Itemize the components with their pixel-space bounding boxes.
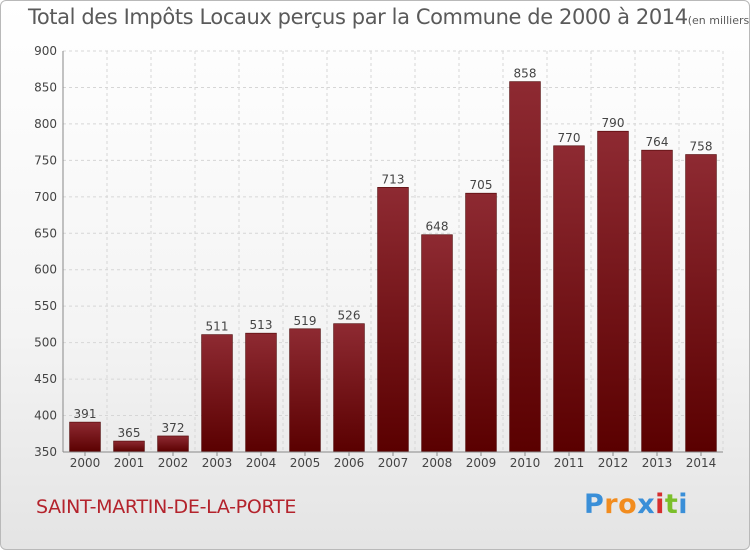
x-tick-label: 2006 — [334, 456, 365, 470]
x-tick-label: 2014 — [686, 456, 717, 470]
logo-letter: t — [664, 489, 679, 520]
bar — [685, 154, 717, 453]
data-label: 705 — [470, 178, 493, 192]
x-tick-label: 2005 — [290, 456, 321, 470]
y-tick-label: 350 — [34, 445, 57, 459]
x-tick-label: 2010 — [510, 456, 541, 470]
data-label: 372 — [162, 421, 185, 435]
x-tick-label: 2003 — [202, 456, 233, 470]
y-tick-label: 900 — [34, 44, 57, 58]
commune-name: SAINT-MARTIN-DE-LA-PORTE — [36, 496, 297, 518]
bar — [289, 328, 321, 453]
data-label: 790 — [602, 116, 625, 130]
x-tick-label: 2009 — [466, 456, 497, 470]
chart-title-row: Total des Impôts Locaux perçus par la Co… — [28, 5, 750, 29]
logo-letter: r — [604, 489, 619, 520]
data-label: 713 — [382, 172, 405, 186]
data-label: 526 — [338, 309, 361, 323]
y-tick-label: 700 — [34, 190, 57, 204]
chart-unit-note: (en milliers d'€) — [687, 14, 750, 27]
bar — [333, 323, 365, 453]
chart-title: Total des Impôts Locaux perçus par la Co… — [28, 5, 688, 29]
y-tick-label: 650 — [34, 226, 57, 240]
data-label: 391 — [74, 407, 97, 421]
data-label: 648 — [426, 220, 449, 234]
x-tick-label: 2008 — [422, 456, 453, 470]
x-tick-label: 2013 — [642, 456, 673, 470]
bar — [465, 192, 497, 453]
x-tick-label: 2002 — [158, 456, 189, 470]
logo-letter: i — [678, 489, 689, 520]
y-tick-label: 750 — [34, 153, 57, 167]
data-label: 770 — [558, 131, 581, 145]
logo-letter: i — [655, 489, 665, 520]
x-tick-label: 2007 — [378, 456, 409, 470]
y-tick-label: 450 — [34, 372, 57, 386]
x-tick-label: 2004 — [246, 456, 277, 470]
bar — [509, 81, 541, 453]
data-label: 764 — [646, 135, 669, 149]
bar — [377, 187, 409, 453]
y-tick-label: 850 — [34, 80, 57, 94]
x-tick-label: 2001 — [114, 456, 145, 470]
y-tick-label: 550 — [34, 299, 57, 313]
data-label: 858 — [514, 67, 537, 81]
data-label: 511 — [206, 320, 229, 334]
x-tick-label: 2012 — [598, 456, 629, 470]
bar — [113, 440, 145, 453]
y-tick-label: 500 — [34, 336, 57, 350]
bar — [553, 145, 585, 453]
data-label: 519 — [294, 314, 317, 328]
y-tick-label: 600 — [34, 263, 57, 277]
x-tick-label: 2011 — [554, 456, 585, 470]
y-tick-label: 400 — [34, 409, 57, 423]
bar — [641, 149, 673, 453]
bar — [597, 130, 629, 453]
proxiti-logo: Proxiti — [584, 489, 688, 520]
logo-letter: o — [618, 489, 638, 520]
bar — [157, 435, 189, 453]
data-label: 365 — [118, 426, 141, 440]
bar — [421, 234, 453, 453]
bar — [245, 332, 277, 453]
data-label: 758 — [690, 140, 713, 154]
logo-letter: P — [584, 489, 605, 520]
x-tick-label: 2000 — [70, 456, 101, 470]
data-label: 513 — [250, 318, 273, 332]
bar — [201, 334, 233, 453]
logo-letter: x — [637, 489, 656, 520]
bar — [69, 421, 101, 453]
y-tick-label: 800 — [34, 117, 57, 131]
